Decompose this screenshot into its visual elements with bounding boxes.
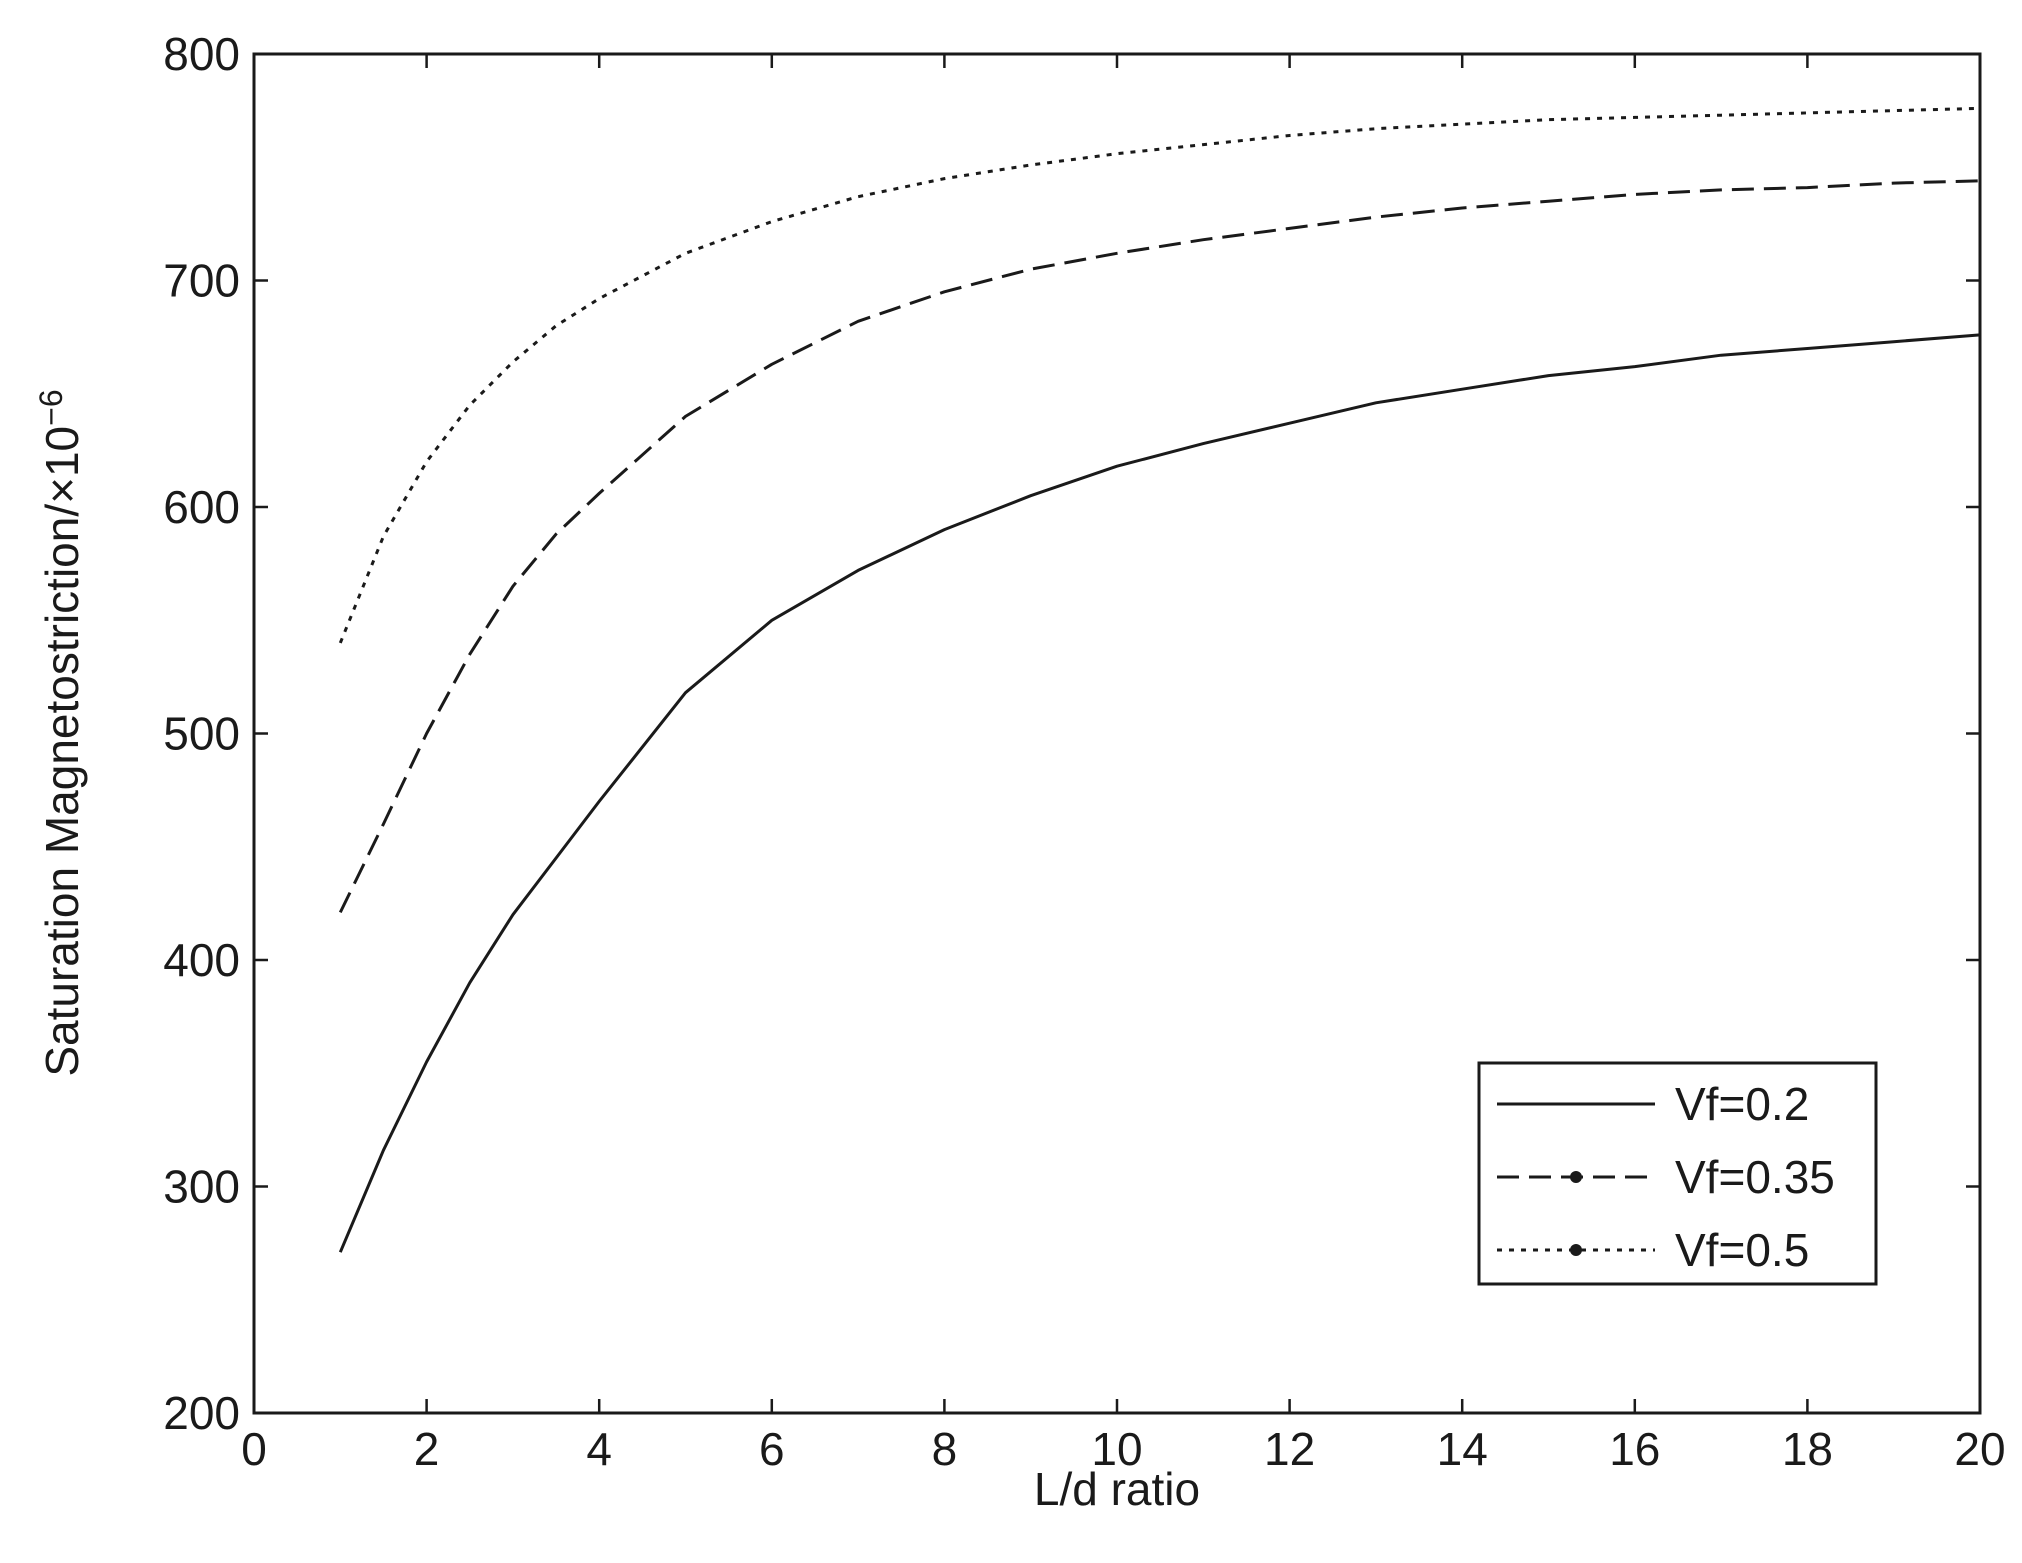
- legend: Vf=0.2 Vf=0.35 Vf=0.5: [1477, 1061, 1878, 1286]
- x-tick-label: 12: [1264, 1423, 1315, 1475]
- y-tick-label: 500: [163, 708, 240, 760]
- series-line-3: [338, 106, 1981, 644]
- y-tick-label: 800: [163, 28, 240, 80]
- legend-marker-2: [1570, 1171, 1582, 1183]
- x-tick-label: 16: [1609, 1423, 1660, 1475]
- x-tick-label: 18: [1782, 1423, 1833, 1475]
- legend-label-3: Vf=0.5: [1675, 1224, 1809, 1276]
- legend-label-1: Vf=0.2: [1675, 1078, 1809, 1130]
- x-tick-label: 10: [1091, 1423, 1142, 1475]
- legend-marker-3: [1570, 1244, 1582, 1256]
- x-axis: 0 2 4 6 8 10 12 14 16 18 20: [241, 54, 2006, 1475]
- x-tick-label: 14: [1437, 1423, 1488, 1475]
- x-axis-title: L/d ratio: [1034, 1463, 1200, 1515]
- x-tick-label: 20: [1954, 1423, 2005, 1475]
- series-layer: [338, 106, 1981, 1253]
- y-axis-title-text: Saturation Magnetostriction/×10: [36, 426, 88, 1077]
- y-tick-label: 400: [163, 934, 240, 986]
- x-tick-label: 0: [241, 1423, 267, 1475]
- legend-label-2: Vf=0.35: [1675, 1151, 1835, 1203]
- y-tick-label: 600: [163, 481, 240, 533]
- series-line-2: [338, 179, 1981, 914]
- x-tick-label: 4: [586, 1423, 612, 1475]
- y-tick-label: 200: [163, 1387, 240, 1439]
- y-tick-label: 300: [163, 1161, 240, 1213]
- series-line-1: [338, 333, 1981, 1253]
- y-tick-label: 700: [163, 255, 240, 307]
- y-axis-title-exponent: −6: [33, 389, 69, 425]
- y-axis-title: Saturation Magnetostriction/×10−6: [33, 389, 88, 1076]
- x-tick-label: 2: [414, 1423, 440, 1475]
- x-tick-label: 8: [932, 1423, 958, 1475]
- y-axis: 200 300 400 500 600 700 800: [163, 28, 1980, 1439]
- legend-box: [1477, 1061, 1878, 1286]
- x-tick-label: 6: [759, 1423, 785, 1475]
